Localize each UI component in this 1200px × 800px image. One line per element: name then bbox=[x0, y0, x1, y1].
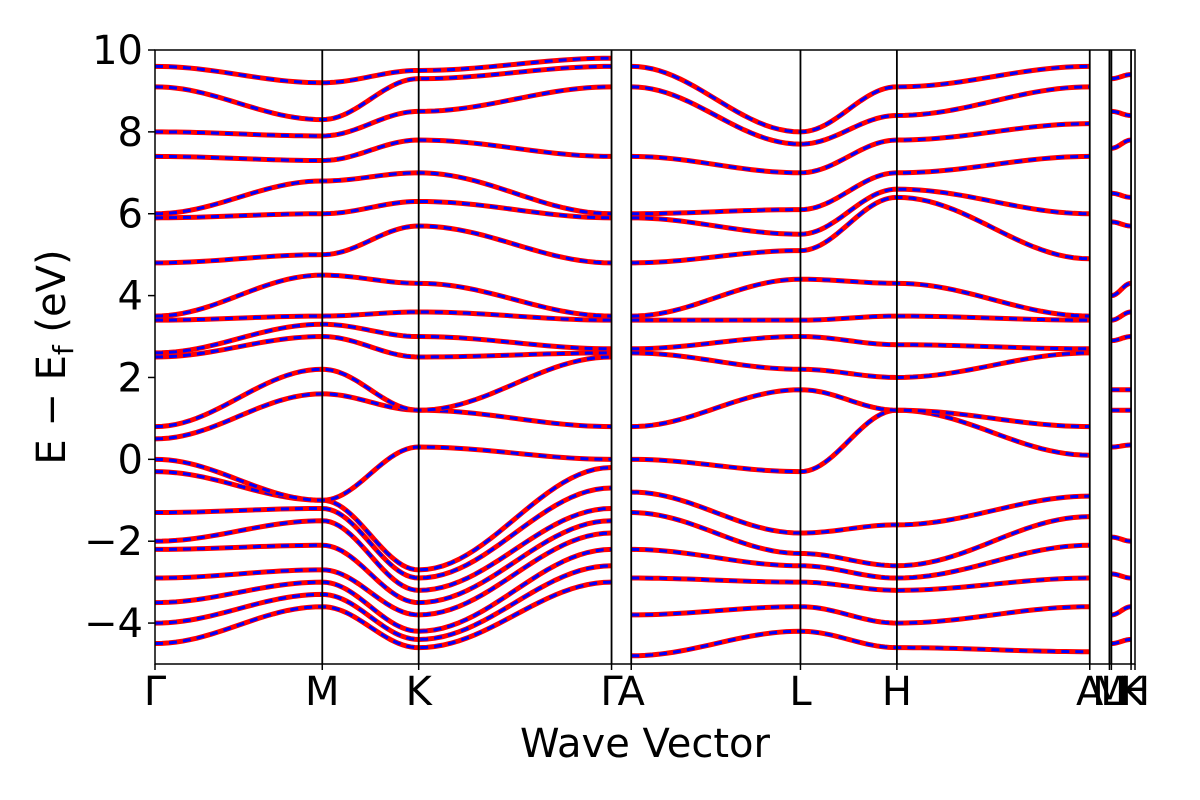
band-line-dashed-7 bbox=[155, 466, 612, 572]
band-line-dashed-11 bbox=[155, 335, 612, 359]
band-line-dashed-25 bbox=[631, 543, 1090, 580]
band-line-33 bbox=[631, 276, 1090, 319]
band-line-dashed-31 bbox=[631, 335, 1090, 351]
band-line-dashed-28 bbox=[631, 408, 1090, 474]
plot-frame bbox=[154, 49, 1136, 665]
band-line-dashed-34 bbox=[631, 195, 1090, 265]
band-line-dashed-44 bbox=[1111, 443, 1132, 449]
band-line-dashed-33 bbox=[631, 277, 1090, 318]
band-line-dashed-27 bbox=[631, 490, 1090, 535]
x-tick-label: M bbox=[1092, 669, 1127, 715]
x-axis-title: Wave Vector bbox=[520, 721, 771, 767]
band-line-dashed-1 bbox=[155, 564, 612, 641]
band-line-dashed-4 bbox=[155, 519, 612, 605]
band-line-dashed-40 bbox=[1111, 637, 1132, 646]
band-line-37 bbox=[631, 121, 1090, 176]
x-tick-label: A bbox=[1076, 669, 1104, 715]
band-line-dashed-48 bbox=[1111, 310, 1132, 322]
band-line-dashed-22 bbox=[631, 629, 1090, 658]
y-tick-label: −4 bbox=[84, 601, 143, 647]
band-line-dashed-42 bbox=[1111, 572, 1132, 580]
band-line-dashed-12 bbox=[155, 322, 612, 355]
band-line-dashed-24 bbox=[631, 576, 1090, 592]
band-line-15 bbox=[155, 223, 612, 266]
band-line-dashed-51 bbox=[1111, 191, 1132, 199]
band-line-dashed-14 bbox=[155, 273, 612, 318]
x-tick-label: L bbox=[1100, 669, 1123, 715]
x-tick-label: L bbox=[789, 669, 812, 715]
y-tick-label: 10 bbox=[92, 28, 143, 74]
band-line-dashed-23 bbox=[631, 605, 1090, 625]
band-line-dashed-30 bbox=[631, 351, 1090, 379]
x-tick-label: A bbox=[618, 669, 646, 715]
y-axis-title-subscript: f bbox=[47, 344, 80, 355]
band-line-dashed-5 bbox=[155, 506, 612, 592]
band-line-dashed-10 bbox=[155, 355, 612, 429]
band-line-dashed-8 bbox=[155, 445, 612, 502]
band-line-dashed-32 bbox=[631, 314, 1090, 322]
band-line-dashed-0 bbox=[155, 580, 612, 650]
band-line-dashed-54 bbox=[1111, 73, 1132, 81]
y-axis-ticks: −4 −2 0 2 4 6 8 10 bbox=[84, 28, 155, 647]
x-tick-label: M bbox=[305, 669, 340, 715]
x-tick-label: K bbox=[1118, 669, 1146, 715]
y-axis-title-unit: (eV) bbox=[29, 249, 75, 345]
band-line-14 bbox=[155, 272, 612, 319]
band-line-18 bbox=[155, 137, 612, 164]
x-tick-label: H bbox=[882, 669, 912, 715]
band-line-22 bbox=[631, 628, 1090, 659]
band-line-23 bbox=[631, 604, 1090, 626]
band-line-dashed-41 bbox=[1111, 605, 1132, 617]
band-line-dashed-29 bbox=[631, 388, 1090, 429]
band-line-2 bbox=[155, 546, 612, 634]
x-tick-label: Γ bbox=[600, 669, 623, 715]
bands-layer bbox=[155, 55, 1132, 659]
band-line-10 bbox=[155, 354, 612, 430]
band-line-dashed-13 bbox=[155, 310, 612, 322]
y-tick-label: 6 bbox=[118, 192, 143, 238]
x-tick-label: H bbox=[1120, 669, 1150, 715]
band-line-dashed-3 bbox=[155, 531, 612, 617]
x-tick-label: K bbox=[406, 669, 434, 715]
band-line-dashed-17 bbox=[155, 171, 612, 216]
band-line-28 bbox=[631, 407, 1090, 475]
y-tick-label: 2 bbox=[118, 355, 143, 401]
y-axis-title-main: E − E bbox=[29, 355, 75, 465]
band-line-26 bbox=[631, 510, 1090, 569]
y-axis-title: E − Ef (eV) bbox=[29, 249, 80, 464]
y-tick-label: 4 bbox=[118, 274, 143, 320]
band-line-dashed-2 bbox=[155, 547, 612, 633]
band-line-dashed-16 bbox=[155, 199, 612, 220]
band-line-dashed-9 bbox=[155, 392, 612, 441]
band-line-dashed-38 bbox=[631, 85, 1090, 146]
y-tick-label: 8 bbox=[118, 110, 143, 156]
band-line-dashed-20 bbox=[155, 64, 612, 122]
band-line-dashed-15 bbox=[155, 224, 612, 265]
band-line-dashed-53 bbox=[1111, 109, 1132, 117]
band-line-dashed-37 bbox=[631, 122, 1090, 175]
band-line-dashed-19 bbox=[155, 85, 612, 138]
y-tick-label: 0 bbox=[118, 437, 143, 483]
y-tick-label: −2 bbox=[84, 519, 143, 565]
band-line-dashed-39 bbox=[631, 64, 1090, 134]
band-line-dashed-35 bbox=[631, 187, 1090, 236]
high-symmetry-lines bbox=[321, 50, 1132, 664]
band-line-dashed-43 bbox=[1111, 535, 1132, 543]
band-line-dashed-6 bbox=[155, 486, 612, 580]
x-tick-label: Γ bbox=[144, 669, 167, 715]
band-line-dashed-26 bbox=[631, 511, 1090, 568]
band-line-dashed-49 bbox=[1111, 281, 1132, 298]
band-line-dashed-18 bbox=[155, 138, 612, 163]
band-line-dashed-50 bbox=[1111, 220, 1132, 228]
band-line-dashed-52 bbox=[1111, 138, 1132, 150]
band-line-dashed-36 bbox=[631, 154, 1090, 216]
band-line-dashed-47 bbox=[1111, 335, 1132, 343]
band-line-dashed-21 bbox=[155, 56, 612, 85]
